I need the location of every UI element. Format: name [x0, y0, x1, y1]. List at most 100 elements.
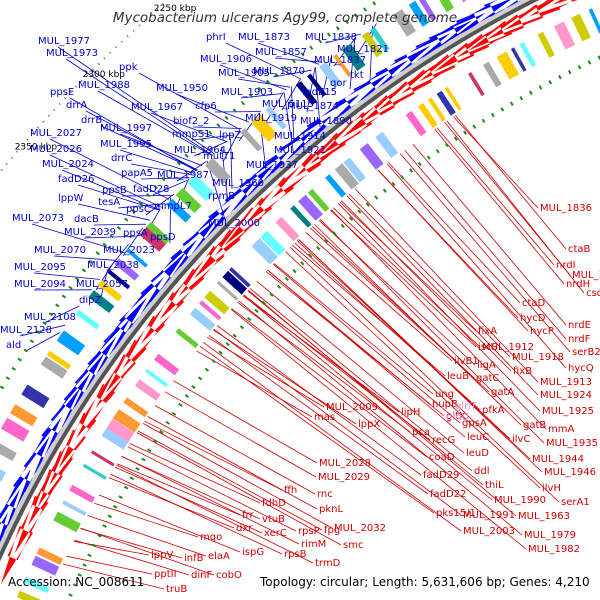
forward-gene-label: MUL_2073	[12, 213, 64, 224]
forward-gene-arrow	[170, 217, 218, 268]
reverse-gene-label: mas	[314, 412, 335, 423]
reverse-gene-label: ung	[435, 389, 454, 400]
reverse-gene-label: MUL_1836	[540, 203, 592, 214]
reverse-gene-leader	[80, 528, 183, 559]
cog-bar-inner	[308, 188, 330, 212]
reverse-gene-leader	[173, 380, 318, 464]
forward-gene-label: MUL_2094	[14, 279, 66, 290]
forward-gene-label: MUL_1964	[174, 145, 226, 156]
reverse-gene-leader	[339, 201, 477, 332]
forward-gene-label: MUL_2026	[30, 144, 82, 155]
reverse-gene-label: fadD22	[430, 489, 466, 500]
reverse-gene-leader	[337, 203, 541, 412]
forward-gene-leader	[130, 163, 193, 176]
reverse-gene-label: ffh	[284, 485, 297, 496]
reverse-gene-label: ddl	[474, 466, 489, 477]
forward-gene-label: MUL_1987	[157, 170, 209, 181]
forward-gene-leader	[65, 58, 213, 156]
reverse-gene-label: MUL_2003	[463, 526, 515, 537]
cog-bar-outer	[40, 356, 68, 379]
forward-gene-leader	[93, 223, 147, 226]
reverse-gene-label: lipH	[401, 407, 420, 418]
forward-gene-leader	[119, 133, 203, 166]
reverse-gene-label: MUL_1925	[542, 406, 594, 417]
reverse-gene-label: leuC	[467, 432, 489, 443]
reverse-gene-leader	[272, 263, 461, 424]
label-connector-lines	[19, 23, 585, 590]
cog-bar-inner	[199, 300, 222, 321]
reverse-gene-leader	[348, 193, 511, 358]
cog-bar-inner	[537, 31, 555, 58]
forward-gene-label: MUL_1921	[274, 145, 326, 156]
cog-bar-inner	[82, 463, 107, 480]
reverse-gene-leader	[298, 239, 543, 473]
reverse-gene-leader	[80, 527, 215, 576]
cog-bar-inner	[343, 157, 366, 183]
forward-gene-label: MUL_1967	[131, 102, 183, 113]
reverse-gene-leader	[208, 334, 429, 495]
cog-bar-outer	[75, 309, 100, 330]
reverse-gene-label: MUL_1991	[463, 510, 515, 521]
map-title: Mycobacterium ulcerans Agy99, complete g…	[113, 10, 457, 26]
reverse-gene-label: nrdI	[556, 260, 576, 271]
cog-bar-inner	[483, 61, 502, 88]
cog-bar-outer	[107, 269, 131, 290]
cog-bar-outer	[265, 106, 287, 130]
reverse-gene-leader	[116, 464, 314, 564]
forward-gene-label: tkt	[350, 70, 364, 81]
forward-gene-label: MUL_1838	[305, 32, 357, 43]
forward-gene-label: fadD28	[133, 184, 169, 195]
forward-gene-arrow	[150, 239, 198, 291]
forward-gene-label: MUL_1837	[314, 55, 366, 66]
forward-gene-leader	[230, 138, 233, 190]
reverse-gene-leader	[87, 515, 207, 557]
reverse-gene-arrow	[552, 0, 576, 5]
forward-gene-label: dacB	[74, 214, 99, 225]
forward-gene-label: MUL_5115	[262, 99, 314, 110]
reverse-gene-leader	[207, 336, 325, 408]
kbp-label: 2250 kbp	[154, 4, 197, 14]
gc-ring-inner	[66, 55, 600, 600]
forward-gene-arrow	[456, 0, 511, 34]
forward-gene-leader	[283, 92, 295, 157]
cog-bar-inner	[145, 368, 169, 388]
forward-gene-label: MUL_1960	[212, 178, 264, 189]
reverse-gene-label: ilvB1	[454, 356, 479, 367]
reverse-gene-label: MUL_1918	[512, 352, 564, 363]
kbp-label: 2350 kbp	[15, 143, 58, 153]
forward-gene-arrow	[428, 12, 486, 51]
reverse-gene-label: fadD29	[423, 470, 459, 481]
forward-gene-leader	[77, 184, 160, 211]
forward-gene-leader	[100, 125, 198, 171]
forward-gene-arrow	[13, 435, 51, 493]
genome-backbone	[0, 0, 540, 562]
reverse-gene-label: trmD	[315, 558, 341, 569]
forward-gene-leader	[306, 67, 316, 113]
forward-gene-leader	[369, 25, 373, 82]
cog-bar-inner	[519, 42, 536, 68]
reverse-gene-leader	[164, 391, 317, 478]
forward-gene-arrow	[306, 93, 360, 138]
forward-gene-leader	[83, 235, 136, 239]
reverse-gene-label: pfkA	[482, 405, 505, 416]
forward-gene-leader	[274, 57, 323, 63]
forward-gene-label: dipZ	[79, 295, 101, 306]
reverse-gene-label: nrdF	[568, 334, 591, 345]
forward-gene-leader	[219, 64, 287, 91]
reverse-gene-label: mmA	[548, 424, 574, 435]
reverse-gene-leader	[155, 405, 316, 495]
forward-gene-leader	[119, 149, 195, 174]
reverse-gene-label: MUL_1861	[572, 270, 600, 281]
reverse-gene-label: rpsP	[298, 526, 320, 537]
reverse-gene-label: hycP	[530, 326, 554, 337]
cog-bar-outer	[319, 61, 342, 88]
forward-gene-arrow	[182, 204, 231, 255]
reverse-gene-leader	[127, 446, 297, 532]
cog-bar-inner	[175, 328, 199, 349]
reverse-gene-label: truB	[166, 584, 187, 595]
forward-gene-arrow	[63, 352, 105, 408]
forward-gene-leader	[272, 69, 312, 78]
reverse-gene-leader	[144, 420, 283, 491]
cog-bar-outer	[166, 198, 192, 223]
